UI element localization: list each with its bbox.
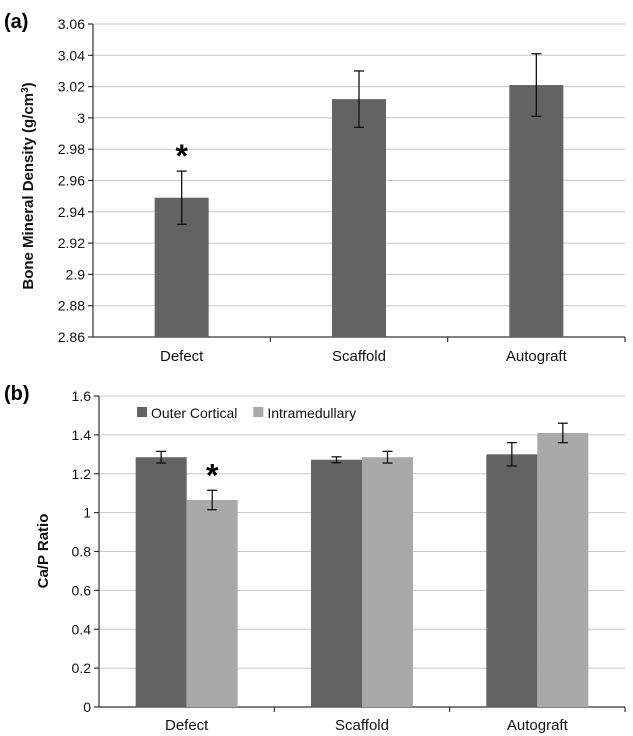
panel-a-category-label: Scaffold [332, 348, 386, 365]
panel-a-y-tick-label: 2.96 [58, 173, 85, 189]
panel-b-bar [537, 432, 589, 707]
panel-b-bar [486, 454, 538, 707]
panel-b-category-label: Defect [165, 717, 209, 734]
panel-a-y-tick-label: 2.94 [58, 204, 85, 220]
panel-a-bar [332, 99, 386, 338]
panel-a-y-tick-label: 2.9 [66, 266, 86, 282]
panel-a-label: (a) [4, 11, 28, 33]
panel-b-legend-label: Outer Cortical [151, 405, 237, 421]
panel-b-legend-swatch [137, 407, 147, 417]
panel-a-y-tick-label: 3 [77, 110, 85, 126]
panel-b-y-tick-label: 1.4 [72, 427, 92, 443]
panel-b-y-tick-label: 0.2 [72, 660, 92, 676]
panel-a-error-bar [176, 170, 187, 225]
panel-b-legend-label: Intramedullary [267, 405, 356, 421]
panel-b-y-tick-label: 1 [83, 505, 91, 521]
panel-b-error-bar [156, 450, 167, 464]
panel-b-y-axis-title: Ca/P Ratio [35, 514, 52, 589]
panel-a-significance-asterisk: * [175, 138, 188, 174]
panel-a-y-tick-label: 3.04 [58, 47, 85, 63]
panel-a-y-axis-title: Bone Mineral Density (g/cm3) [20, 82, 38, 289]
panel-a-plot: 2.86 2.88 2.9 2.92 2.94 2.96 2.98 3 3.02 3.04 3.06… [58, 16, 626, 365]
panel-b-error-bar [382, 450, 393, 464]
panel-a-y-tick-label: 3.02 [58, 79, 85, 95]
panel-a-y-tick-label: 3.06 [58, 16, 85, 32]
panel-b-label: (b) [4, 383, 30, 405]
panel-a-y-tick-label: 2.92 [58, 235, 85, 251]
panel-a-bar [509, 85, 564, 337]
panel-b-y-tick-label: 0.4 [72, 621, 92, 637]
panel-b-error-bar [207, 489, 218, 511]
panel-b-error-bar [506, 441, 517, 467]
panel-b-y-tick-label: 0.6 [72, 582, 92, 598]
panel-a-y-tick-label: 2.86 [58, 329, 85, 345]
panel-a-category-label: Autograft [506, 348, 568, 365]
panel-b-y-tick-label: 0 [83, 699, 91, 715]
panel-a-category-label: Defect [160, 348, 204, 365]
panel-b-significance-asterisk: * [206, 457, 219, 493]
panel-b-bar [186, 499, 238, 707]
panel-a-error-bar [531, 53, 542, 117]
panel-b-category-label: Scaffold [335, 717, 389, 734]
panel-b-y-tick-label: 0.8 [72, 544, 92, 560]
panel-b-plot: 0 0.2 0.4 0.6 0.8 1 1.2 1.4 1.6 Defect Scaffold Aut… [72, 388, 626, 734]
panel-b-bar [135, 457, 187, 707]
panel-b-error-bar [557, 422, 568, 444]
panel-b-error-bar [331, 456, 342, 464]
panel-b-bar [362, 457, 413, 707]
panel-a-y-tick-label: 2.98 [58, 141, 85, 157]
panel-a-y-tick-label: 2.88 [58, 298, 85, 314]
panel-b-y-tick-label: 1.6 [72, 388, 92, 404]
panel-b-y-tick-label: 1.2 [72, 466, 92, 482]
panel-b-legend-swatch [253, 407, 264, 417]
panel-a-error-bar [354, 70, 364, 128]
panel-b-category-label: Autograft [507, 717, 569, 734]
panel-b-bar [311, 459, 362, 707]
